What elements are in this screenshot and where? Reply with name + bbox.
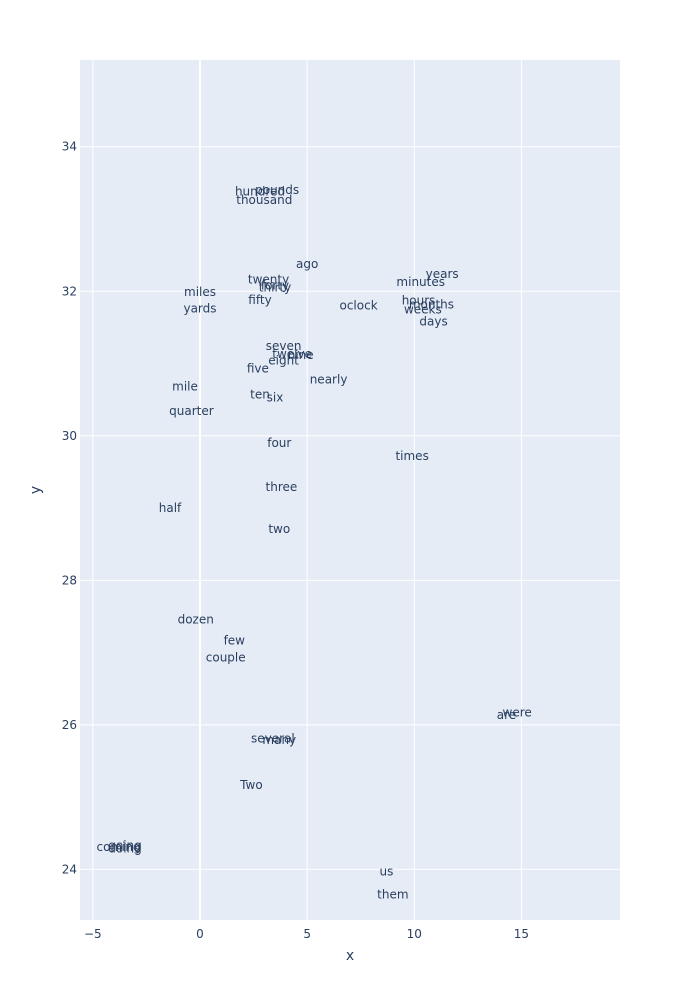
point-label-six: six (267, 390, 284, 404)
point-label-going: going (108, 839, 142, 853)
y-tick-label: 28 (62, 573, 77, 587)
point-label-minutes: minutes (396, 275, 445, 289)
y-tick-label: 24 (62, 862, 77, 876)
x-tick-label: 5 (303, 927, 311, 941)
point-label-three: three (266, 480, 298, 494)
point-label-two: two (268, 522, 290, 536)
point-label-ten: ten (250, 388, 270, 402)
point-label-thirty: thirty (259, 281, 291, 295)
point-label-few: few (224, 633, 246, 647)
point-label-seven: seven (266, 339, 302, 353)
point-label-years: years (426, 267, 459, 281)
axes: −5 0 5 10 15 24 26 28 30 32 34 (62, 140, 529, 941)
point-label-were: were (503, 706, 532, 720)
point-label-miles: miles (184, 285, 216, 299)
point-label-hours: hours (402, 294, 436, 308)
point-label-times: times (395, 449, 428, 463)
point-label-us: us (379, 865, 393, 879)
point-label-quarter: quarter (169, 404, 214, 418)
y-tick-label: 32 (62, 284, 77, 298)
point-label-days: days (419, 315, 447, 329)
point-label-ago: ago (296, 257, 318, 271)
point-label-many: many (262, 733, 296, 747)
gridlines (80, 60, 620, 920)
point-label-half: half (159, 501, 182, 515)
point-label-twelve: twelve (272, 347, 312, 361)
y-tick-label: 26 (62, 718, 77, 732)
plot-area (80, 60, 620, 920)
point-label-months: months (409, 297, 454, 311)
y-tick-label: 34 (62, 140, 77, 154)
point-label-nearly: nearly (310, 372, 348, 386)
point-label-twenty: twenty (248, 273, 289, 287)
x-tick-label: 10 (407, 927, 422, 941)
point-label-coming: coming (96, 840, 140, 854)
point-label-dozen: dozen (178, 612, 214, 626)
point-label-hundred: hundred (235, 185, 285, 199)
x-tick-label: 0 (196, 927, 204, 941)
point-label-four: four (267, 436, 291, 450)
point-label-fifty: fifty (248, 293, 271, 307)
point-label-forty: forty (261, 278, 289, 292)
point-label-five: five (247, 362, 269, 376)
x-axis-title: x (346, 948, 354, 964)
point-label-thousand: thousand (236, 193, 292, 207)
point-label-yards: yards (183, 302, 216, 316)
x-tick-label: −5 (84, 927, 102, 941)
point-label-weeks: weeks (404, 302, 442, 316)
point-label-are: are (497, 708, 516, 722)
point-label-eight: eight (268, 354, 299, 368)
point-label-two: Two (239, 778, 263, 792)
point-label-doing: doing (108, 841, 142, 855)
y-axis-title: y (28, 486, 44, 494)
x-tick-label: 15 (514, 927, 529, 941)
point-label-couple: couple (206, 651, 246, 665)
point-label-pounds: pounds (255, 183, 299, 197)
point-label-oclock: oclock (339, 299, 377, 313)
y-tick-label: 30 (62, 429, 77, 443)
point-label-them: them (377, 888, 408, 902)
point-label-several: several (251, 732, 295, 746)
point-label-nine: nine (288, 348, 314, 362)
point-label-mile: mile (172, 380, 198, 394)
